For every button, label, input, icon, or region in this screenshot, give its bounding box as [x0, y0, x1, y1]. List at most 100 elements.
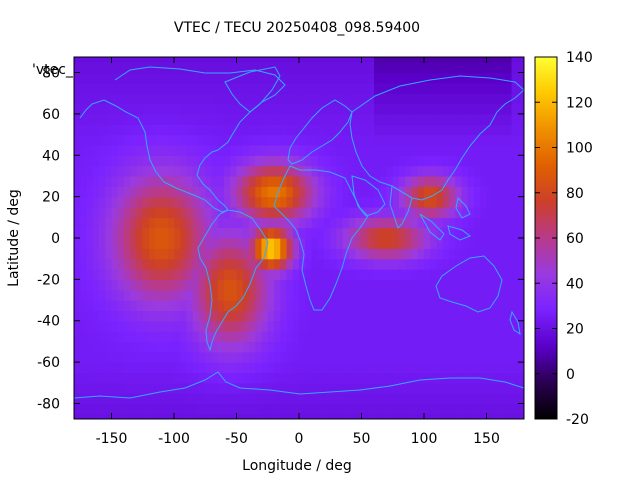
heatmap-cell: [461, 403, 469, 415]
heatmap-cell: [167, 134, 175, 146]
heatmap-cell: [386, 238, 394, 249]
x-tick-label: 50: [353, 431, 371, 447]
heatmap-cell: [99, 93, 106, 105]
heatmap-cell: [324, 331, 331, 343]
heatmap-cell: [124, 248, 131, 260]
heatmap-cell: [224, 362, 231, 374]
heatmap-cell: [480, 351, 488, 363]
heatmap-cell: [405, 72, 413, 84]
heatmap-cell: [255, 320, 263, 332]
heatmap-cell: [199, 196, 206, 208]
heatmap-cell: [424, 351, 431, 363]
heatmap-cell: [367, 227, 375, 239]
heatmap-cell: [517, 279, 524, 291]
heatmap-cell: [317, 206, 325, 218]
heatmap-cell: [149, 196, 156, 208]
heatmap-cell: [149, 413, 156, 419]
heatmap-cell: [217, 362, 225, 374]
heatmap-cell: [249, 248, 256, 260]
heatmap-cell: [405, 82, 413, 94]
heatmap-cell: [124, 186, 131, 198]
heatmap-cell: [255, 310, 263, 322]
heatmap-cell: [230, 413, 238, 419]
heatmap-cell: [242, 351, 250, 363]
heatmap-cell: [349, 144, 356, 156]
heatmap-cell: [361, 93, 369, 105]
heatmap-cell: [486, 62, 494, 74]
heatmap-cell: [499, 279, 506, 291]
heatmap-cell: [267, 351, 275, 363]
heatmap-cell: [411, 382, 419, 394]
heatmap-cell: [99, 362, 106, 374]
heatmap-cell: [492, 124, 500, 136]
heatmap-cell: [349, 155, 356, 167]
heatmap-cell: [442, 269, 450, 280]
heatmap-cell: [374, 155, 381, 167]
heatmap-cell: [280, 310, 288, 322]
heatmap-cell: [211, 186, 219, 198]
heatmap-cell: [499, 269, 506, 280]
heatmap-cell: [330, 186, 338, 198]
heatmap-cell: [136, 320, 144, 332]
heatmap-cell: [299, 351, 306, 363]
heatmap-cell: [386, 93, 394, 105]
heatmap-cell: [186, 238, 194, 249]
heatmap-cell: [192, 279, 200, 291]
heatmap-cell: [342, 289, 350, 301]
heatmap-cell: [236, 362, 244, 374]
heatmap-cell: [236, 289, 244, 301]
x-tick-label: 100: [411, 431, 438, 447]
heatmap-cell: [330, 258, 338, 270]
heatmap-cell: [442, 393, 450, 405]
heatmap-cell: [192, 72, 200, 84]
heatmap-cell: [199, 155, 206, 167]
heatmap-cell: [399, 341, 406, 353]
heatmap-cell: [367, 300, 375, 311]
heatmap-cell: [336, 57, 344, 63]
heatmap-cell: [317, 382, 325, 394]
y-axis-label: Latitude / deg: [6, 189, 22, 287]
heatmap-cell: [355, 134, 363, 146]
heatmap-cell: [399, 165, 406, 177]
heatmap-cell: [242, 403, 250, 415]
heatmap-cell: [374, 413, 381, 419]
heatmap-cell: [336, 341, 344, 353]
heatmap-cell: [92, 57, 100, 63]
heatmap-cell: [86, 62, 94, 74]
heatmap-cell: [474, 403, 481, 415]
heatmap-cell: [436, 82, 444, 94]
heatmap-cell: [74, 82, 81, 94]
heatmap-cell: [392, 206, 400, 218]
heatmap-cell: [511, 310, 519, 322]
heatmap-cell: [230, 248, 238, 260]
heatmap-cell: [324, 72, 331, 84]
heatmap-cell: [267, 196, 275, 208]
heatmap-cell: [286, 300, 294, 311]
heatmap-cell: [86, 269, 94, 280]
heatmap-cell: [205, 175, 213, 187]
heatmap-cell: [242, 372, 250, 384]
heatmap-cell: [324, 372, 331, 384]
heatmap-cell: [467, 144, 475, 156]
heatmap-cell: [324, 289, 331, 301]
heatmap-cell: [149, 289, 156, 301]
heatmap-cell: [186, 331, 194, 343]
heatmap-cell: [242, 238, 250, 249]
heatmap-cell: [105, 310, 113, 322]
heatmap-cell: [74, 196, 81, 208]
heatmap-cell: [149, 206, 156, 218]
heatmap-cell: [286, 382, 294, 394]
heatmap-cell: [249, 227, 256, 239]
heatmap-cell: [167, 393, 175, 405]
heatmap-cell: [424, 57, 431, 63]
heatmap-cell: [230, 186, 238, 198]
heatmap-cell: [267, 93, 275, 105]
heatmap-cell: [292, 93, 300, 105]
heatmap-cell: [399, 82, 406, 94]
heatmap-cell: [442, 196, 450, 208]
heatmap-cell: [317, 341, 325, 353]
heatmap-cell: [374, 269, 381, 280]
heatmap-cell: [499, 113, 506, 125]
heatmap-cell: [455, 341, 463, 353]
heatmap-cell: [261, 289, 269, 301]
